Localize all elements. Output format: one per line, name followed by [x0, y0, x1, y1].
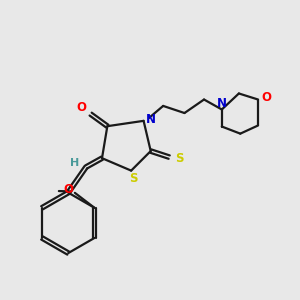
Text: S: S	[129, 172, 137, 185]
Text: N: N	[146, 112, 156, 126]
Text: O: O	[261, 91, 271, 104]
Text: N: N	[217, 97, 227, 110]
Text: S: S	[175, 152, 183, 165]
Text: H: H	[70, 158, 79, 168]
Text: O: O	[64, 183, 74, 196]
Text: O: O	[76, 101, 86, 114]
